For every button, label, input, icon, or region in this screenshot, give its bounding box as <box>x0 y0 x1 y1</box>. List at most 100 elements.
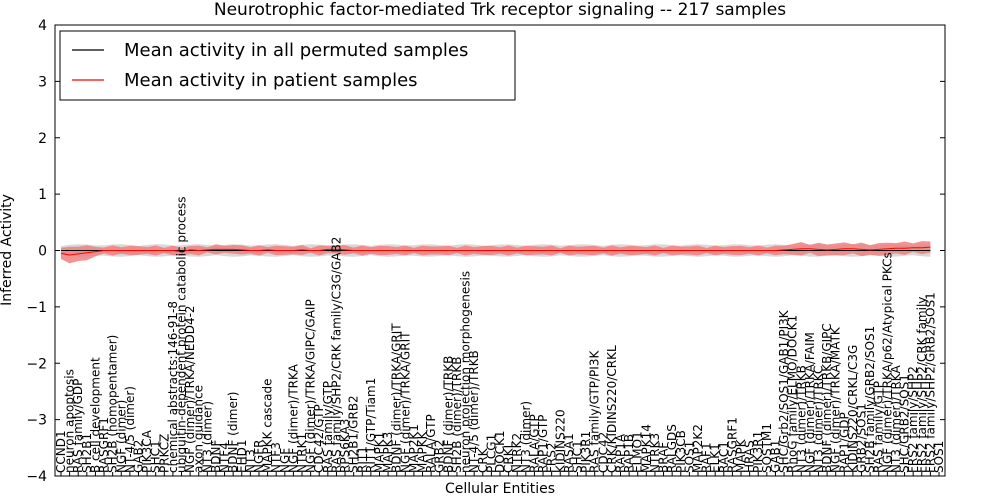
x-tick-label: FRS2 <box>545 443 559 474</box>
x-tick-label: MAPK1 <box>373 432 387 473</box>
x-tick-label: NTRK2 <box>510 433 524 473</box>
x-tick-label: MAPK3 <box>381 432 395 473</box>
x-tick-label: RASGRF1 <box>725 417 739 473</box>
x-tick-label: RALA/GTP <box>527 414 541 473</box>
x-tick-label: RAP1/GTP <box>536 415 550 473</box>
x-tick-label: SH2B (dimer)/TRKB <box>450 357 464 473</box>
x-tick-label: NGF (dimer)/TRKA/GRIT <box>398 331 412 473</box>
x-tick-label: chemical abstracts:146-91-8 <box>166 301 180 473</box>
x-tick-label: CRK <box>476 447 490 473</box>
x-tick-label: PIK3R1 <box>579 431 593 473</box>
x-tick-label: NT3 (dimer) <box>200 401 214 473</box>
x-tick-label: SHC1 <box>571 440 585 473</box>
x-tick-label: KIDINS220 <box>553 409 567 473</box>
x-tick-label: SH2B1/GRB2 <box>347 395 361 473</box>
x-tick-label: NTF4 <box>218 442 232 473</box>
x-tick-label: SH2B family/GRB2/SOS1 <box>863 326 877 473</box>
x-tick-label: NT3 (dimer)/TRKB <box>794 365 808 473</box>
x-tick-label: FRS2 family/SHP2/GRB2/SOS1 <box>923 292 937 473</box>
x-tick-label: CCND1 <box>54 430 68 473</box>
x-tick-label: PRKCZ <box>157 434 171 473</box>
patient-band <box>61 241 931 264</box>
x-tick-label: GAB2 <box>132 440 146 473</box>
x-tick-label: PLCG1 <box>484 434 498 473</box>
x-tick-label: CDC42/GTP <box>312 404 326 473</box>
x-tick-label: RAS family/GTP <box>872 381 886 473</box>
x-tick-label: NTRK1 <box>295 433 309 473</box>
legend-label-patient: Mean activity in patient samples <box>124 70 418 91</box>
x-tick-label: NGF (dimer) <box>114 400 128 473</box>
x-tick-label: BRAF <box>657 442 671 473</box>
x-tick-label: SH2B (homopentamer) <box>106 335 120 473</box>
x-tick-label: SH2B1 <box>80 433 94 473</box>
x-tick-label: NT-4/5 (dimer)/TRKB <box>467 350 481 473</box>
legend-label-permuted: Mean activity in all permuted samples <box>124 40 468 61</box>
patient-series-line <box>60 246 931 256</box>
x-tick-label: NT3 (dimer)/TRKA <box>889 365 903 473</box>
x-tick-label: SOS1 <box>682 441 696 473</box>
x-tick-label: RAP1A <box>614 433 628 473</box>
x-tick-label: BDNF (dimer)/TRKA/GRIT <box>390 323 404 473</box>
y-tick-label: 2 <box>38 131 47 147</box>
x-tick-label: GRB2/SOS1 <box>855 403 869 473</box>
x-tick-label: SHC/Grb2/SOS1/GAB1/PI3K <box>777 309 791 473</box>
x-tick-label: HRAS <box>743 440 757 473</box>
x-tick-label: PIK3R1 <box>751 431 765 473</box>
x-tick-label: RALA/GTP <box>424 414 438 473</box>
x-tick-label: MAPKK cascade <box>261 378 275 473</box>
x-tick-label: FRS2 family/SHP2/CRK family <box>915 297 929 473</box>
legend-box <box>59 30 516 101</box>
x-tick-label: MAPK14 <box>639 424 653 473</box>
x-tick-label: RASGRF1 <box>97 417 111 473</box>
x-tick-label: RAS family/GTP/PI3K <box>588 350 602 473</box>
x-tick-label: RIT1/GTP/Tiam1 <box>364 378 378 473</box>
x-tick-label: SHC/GRB2/SOS1 <box>898 374 912 473</box>
x-tick-label: GRB2 <box>433 439 447 473</box>
x-tick-label: RAS family/SHP2/CRK family/C3G/GAB2 <box>330 237 344 473</box>
x-tick-label: RAS family/GDP <box>71 379 85 473</box>
x-tick-label: CRK/KIDINS220/CRKL <box>605 345 619 473</box>
y-tick-label: 0 <box>38 244 47 260</box>
x-tick-label: NGF (dimer)/TRKA <box>286 363 300 473</box>
x-tick-label: RALGDS <box>665 424 679 473</box>
x-tick-label: FRS2 family/SHP2 <box>906 366 920 473</box>
x-tick-label: BDNF (dimer)/TRKB/GIPC <box>820 323 834 473</box>
x-tick-label: BDNF (dimer)/TRKB <box>441 356 455 473</box>
x-tick-label: B cell development <box>88 357 102 473</box>
x-tick-label: RhoG family/ELMO/DOCK1 <box>786 315 800 473</box>
x-tick-label: NT-4/5 (dimer) <box>123 386 137 473</box>
x-tick-label: SQSTM1 <box>760 423 774 473</box>
x-tick-label: SOS1 <box>932 441 946 473</box>
x-tick-label: KIDINS220/CRKL/C3G <box>846 345 860 473</box>
x-tick-label: axon guidance <box>192 385 206 473</box>
x-tick-label: MAPKK <box>416 430 430 473</box>
x-tick-label: DOCK1 <box>493 430 507 473</box>
x-tick-label: CRKL <box>502 441 516 473</box>
x-tick-label: NGF (dimer)/TRKA/GIPC/GAIP <box>304 299 318 473</box>
y-tick-label: 4 <box>38 18 47 34</box>
x-tick-label: RAP1/GDP <box>837 412 851 473</box>
x-tick-label: NGF (dimer)/TRKA/p62/Atypical PKCs <box>880 252 894 473</box>
x-tick-label: RAC1 <box>717 441 731 473</box>
x-tick-label: NGF (dimer)/TRKA/MATK <box>829 326 843 473</box>
x-tick-label: ubiquitin-dependent protein catabolic pr… <box>175 197 189 473</box>
x-tick-label: BDNF <box>209 440 223 473</box>
y-tick-label: −2 <box>26 356 47 372</box>
x-tick-label: NGF (dimer)/TRKA/FAIM <box>803 332 817 473</box>
x-tick-label: PIK3CA <box>140 429 154 473</box>
x-tick-label: NTRK3 <box>648 433 662 473</box>
x-tick-label: NT3 <box>243 449 257 473</box>
chart-title: Neurotrophic factor-mediated Trk recepto… <box>214 0 786 20</box>
x-tick-label: GAB1 <box>769 440 783 473</box>
x-tick-label: ELMO1 <box>631 431 645 473</box>
x-axis-label: Cellular Entities <box>445 481 555 497</box>
x-tick-label: MAP2K1 <box>407 424 421 473</box>
x-tick-label: MAPK <box>734 438 748 473</box>
y-tick-label: −4 <box>26 469 47 485</box>
y-tick-label: −1 <box>26 300 47 316</box>
x-tick-label: RIT1 <box>355 446 369 473</box>
x-tick-label: EHD1 <box>235 440 249 473</box>
legend: Mean activity in all permuted samples Me… <box>59 30 516 101</box>
